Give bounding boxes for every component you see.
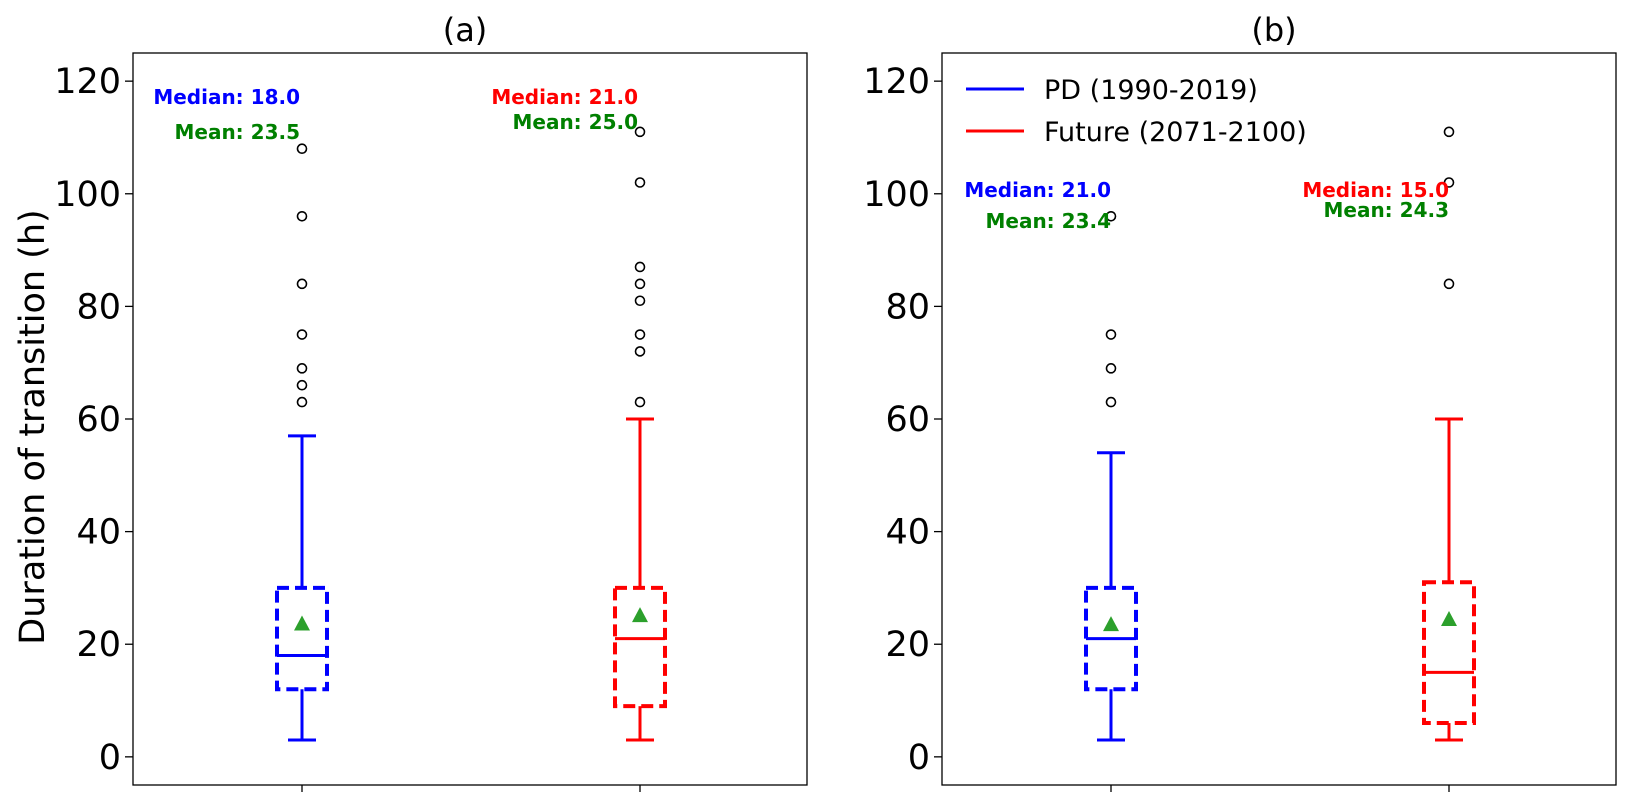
y-tick-label: 0 bbox=[908, 738, 930, 778]
y-tick-label: 60 bbox=[885, 400, 930, 440]
y-tick-label: 100 bbox=[863, 175, 930, 215]
mean-annotation: Mean: 23.4 bbox=[985, 209, 1111, 233]
outlier-point bbox=[1443, 278, 1455, 290]
outlier-point bbox=[296, 143, 308, 155]
outlier-point bbox=[296, 396, 308, 408]
plot-frame-b bbox=[941, 52, 1617, 786]
box-iqr bbox=[1422, 580, 1476, 726]
mean-annotation: Mean: 23.5 bbox=[174, 120, 300, 144]
outlier-point bbox=[296, 278, 308, 290]
panel-a: (a) 0 20 40 60 80 100 120 Median: 18.0 Mean: 23… bbox=[54, 11, 808, 792]
box-iqr bbox=[275, 585, 329, 692]
outlier-point bbox=[634, 346, 646, 357]
mean-annotation: Mean: 25.0 bbox=[512, 110, 638, 134]
mean-marker bbox=[632, 607, 648, 623]
median-annotation: Median: 21.0 bbox=[491, 85, 638, 109]
mean-marker bbox=[1441, 611, 1457, 627]
panel-title-b: (b) bbox=[1251, 11, 1296, 49]
y-tick-label: 120 bbox=[863, 62, 930, 102]
y-tick-label: 100 bbox=[54, 175, 121, 215]
outlier-point bbox=[296, 210, 308, 222]
plot-frame-a bbox=[132, 52, 808, 786]
outlier-point bbox=[634, 261, 646, 273]
y-tick-label: 80 bbox=[76, 287, 121, 327]
y-ticks-b: 0 20 40 60 80 100 120 bbox=[863, 62, 1450, 792]
y-tick-label: 120 bbox=[54, 62, 121, 102]
outlier-point bbox=[296, 329, 308, 340]
outlier-point bbox=[1105, 363, 1117, 374]
y-tick-label: 40 bbox=[76, 513, 121, 553]
outlier-point bbox=[1443, 126, 1455, 138]
y-tick-label: 40 bbox=[885, 513, 930, 553]
panel-title-a: (a) bbox=[443, 11, 488, 49]
outlier-point bbox=[634, 295, 646, 307]
legend-label-future: Future (2071-2100) bbox=[1044, 117, 1307, 148]
boxes-b: Median: 21.0 Mean: 23.4 Median: 15.0Mean: … bbox=[964, 126, 1476, 742]
median-annotation: Median: 18.0 bbox=[153, 85, 300, 109]
box-pd: Median: 18.0 Mean: 23.5 bbox=[153, 85, 329, 742]
outlier-point bbox=[634, 126, 646, 138]
y-tick-label: 20 bbox=[885, 625, 930, 665]
y-tick-label: 80 bbox=[885, 287, 930, 327]
outlier-point bbox=[1443, 177, 1455, 188]
outlier-point bbox=[1105, 329, 1117, 340]
box-pd: Median: 21.0 Mean: 23.4 bbox=[964, 178, 1138, 742]
legend: PD (1990-2019) Future (2071-2100) bbox=[966, 75, 1307, 148]
outlier-point bbox=[1105, 396, 1117, 408]
y-tick-label: 60 bbox=[76, 400, 121, 440]
median-annotation: Median: 21.0 bbox=[964, 178, 1111, 202]
outlier-point bbox=[634, 177, 646, 188]
legend-label-pd: PD (1990-2019) bbox=[1044, 75, 1258, 106]
median-annotation: Median: 15.0 bbox=[1302, 178, 1449, 202]
outlier-point bbox=[634, 278, 646, 290]
y-tick-label: 0 bbox=[99, 738, 121, 778]
box-iqr bbox=[613, 585, 667, 709]
outlier-point bbox=[1105, 210, 1117, 222]
y-ticks-a: 0 20 40 60 80 100 120 bbox=[54, 62, 641, 792]
outlier-point bbox=[296, 379, 308, 391]
outlier-point bbox=[634, 396, 646, 408]
y-axis-label: Duration of transition (h) bbox=[13, 209, 53, 644]
outlier-point bbox=[296, 363, 308, 374]
mean-marker bbox=[1103, 616, 1119, 632]
y-tick-label: 20 bbox=[76, 625, 121, 665]
mean-marker bbox=[294, 615, 310, 631]
boxes-a: Median: 18.0 Mean: 23.5 Median: 21.0Mean: … bbox=[153, 85, 667, 742]
outlier-point bbox=[634, 329, 646, 340]
mean-annotation: Mean: 24.3 bbox=[1323, 198, 1449, 222]
panel-b: (b) 0 20 40 60 80 100 120 Median: 21.0 Mean: 23… bbox=[863, 11, 1617, 792]
